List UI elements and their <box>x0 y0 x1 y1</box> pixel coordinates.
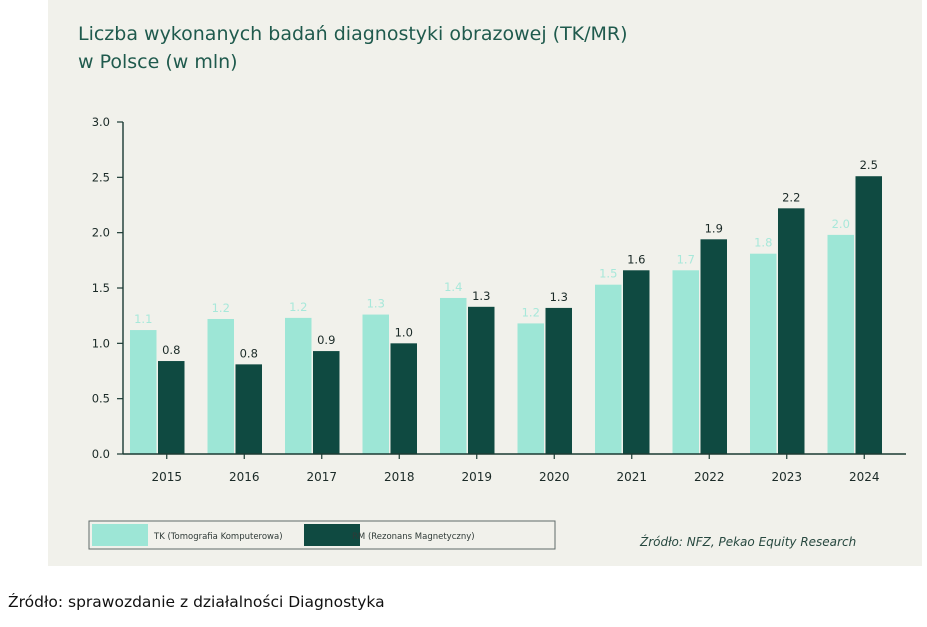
bar-value-label: 0.8 <box>162 343 180 357</box>
y-tick-label: 3.0 <box>92 115 110 129</box>
bar-rm <box>623 270 650 454</box>
bar-rm <box>855 176 882 454</box>
bar-value-label: 1.2 <box>522 305 540 319</box>
y-tick-label: 0.5 <box>92 392 110 406</box>
y-tick-label: 2.0 <box>92 226 110 240</box>
bars: 1.1 0.8 1.2 0.8 1.2 0.9 1.3 1.0 1.4 1.3 1.2 1.3 1.5 1… <box>130 158 882 454</box>
bar-value-label: 1.3 <box>472 289 490 303</box>
bar-value-label: 2.0 <box>832 217 850 231</box>
bar-tk <box>285 317 312 454</box>
bar-value-label: 1.6 <box>627 252 645 266</box>
bar-value-label: 1.1 <box>134 312 152 326</box>
bar-rm <box>545 307 572 454</box>
bar-rm <box>468 306 495 454</box>
bar-tk <box>595 284 622 454</box>
bar-tk <box>440 297 467 454</box>
y-tick-label: 0.0 <box>92 447 110 461</box>
chart-title: Liczba wykonanych badań diagnostyki obra… <box>78 23 628 73</box>
x-tick-label: 2017 <box>306 470 337 484</box>
bar-tk <box>827 234 854 454</box>
x-tick-label: 2020 <box>539 470 570 484</box>
bar-rm <box>235 364 262 454</box>
x-tick-label: 2019 <box>461 470 492 484</box>
x-tick-label: 2023 <box>771 470 802 484</box>
legend-label-rm: RM (Rezonans Magnetyczny) <box>352 532 475 542</box>
bar-tk <box>362 314 389 454</box>
bar-tk <box>130 330 157 454</box>
chart-source: Źródło: NFZ, Pekao Equity Research <box>640 535 857 549</box>
bar-rm <box>313 351 340 454</box>
bar-value-label: 1.2 <box>212 301 230 315</box>
bar-value-label: 2.2 <box>782 190 800 204</box>
bar-tk <box>207 318 234 454</box>
bar-rm <box>700 239 727 454</box>
bar-value-label: 1.7 <box>677 252 695 266</box>
legend: TK (Tomografia Komputerowa) RM (Rezonans … <box>88 520 556 550</box>
bar-tk <box>672 270 699 454</box>
x-tick-label: 2016 <box>229 470 260 484</box>
x-axis: 2015 2016 2017 2018 2019 2020 2021 2022 2023 2024 <box>123 453 906 484</box>
bar-value-label: 1.8 <box>754 236 772 250</box>
bar-value-label: 1.0 <box>395 325 413 339</box>
y-tick-label: 1.5 <box>92 281 110 295</box>
legend-swatch-tk <box>92 524 148 546</box>
bar-value-label: 2.5 <box>860 158 878 172</box>
legend-label-tk: TK (Tomografia Komputerowa) <box>153 532 283 542</box>
bar-value-label: 1.3 <box>550 290 568 304</box>
x-tick-label: 2024 <box>849 470 880 484</box>
bar-value-label: 1.5 <box>599 267 617 281</box>
bar-value-label: 0.8 <box>240 346 258 360</box>
bar-rm <box>778 208 805 454</box>
bar-value-label: 1.9 <box>705 221 723 235</box>
y-axis: 0.0 0.5 1.0 1.5 2.0 2.5 3.0 <box>92 115 124 461</box>
x-tick-label: 2018 <box>384 470 415 484</box>
bar-tk <box>750 253 777 454</box>
legend-swatch-rm <box>304 524 360 546</box>
x-tick-label: 2022 <box>694 470 725 484</box>
legend-box <box>88 520 556 550</box>
y-tick-label: 1.0 <box>92 336 110 350</box>
bar-rm <box>158 361 185 454</box>
bar-tk <box>517 323 544 454</box>
x-tick-label: 2015 <box>151 470 182 484</box>
footer-source: Źródło: sprawozdanie z działalności Diag… <box>8 593 385 611</box>
bar-chart: 0.0 0.5 1.0 1.5 2.0 2.5 3.0 1.1 0.8 1.2 0.8 1.2 0.9… <box>88 115 906 550</box>
bar-rm <box>390 343 417 454</box>
x-tick-label: 2021 <box>616 470 647 484</box>
bar-value-label: 1.3 <box>367 297 385 311</box>
bar-value-label: 1.2 <box>289 300 307 314</box>
bar-value-label: 0.9 <box>317 333 335 347</box>
y-tick-label: 2.5 <box>92 170 110 184</box>
bar-value-label: 1.4 <box>444 280 462 294</box>
